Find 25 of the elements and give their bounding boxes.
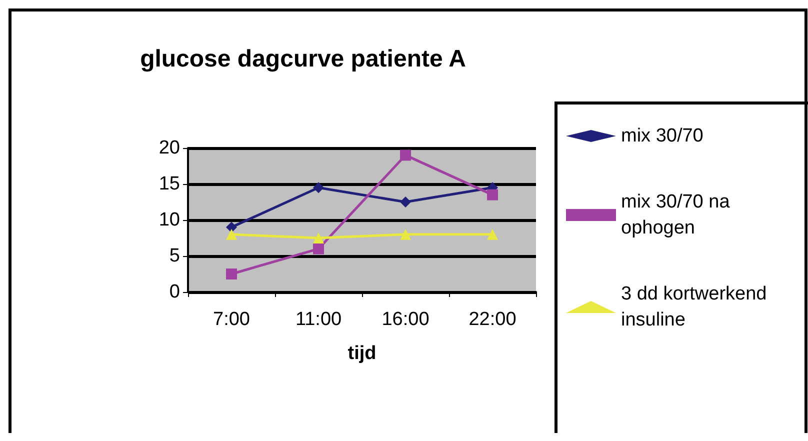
point	[226, 228, 237, 240]
legend-label: 3 dd kortwerkend insuline	[621, 284, 772, 330]
point	[400, 196, 411, 208]
legend-label: mix 30/70	[621, 126, 704, 146]
y-tick-label: 5	[169, 246, 180, 266]
point	[487, 189, 498, 200]
x-tick-label: 22:00	[468, 309, 516, 330]
point	[400, 228, 411, 240]
point	[313, 232, 324, 244]
x-tick-label: 16:00	[382, 309, 430, 330]
x-tick-label: 11:00	[295, 309, 342, 330]
y-tick-label: 10	[158, 210, 180, 230]
y-tick-label: 0	[169, 282, 180, 302]
chart-title: glucose dagcurve patiente A	[140, 46, 466, 72]
point	[226, 222, 237, 233]
point	[313, 243, 324, 254]
x-axis-title: tijd	[348, 343, 376, 364]
point	[487, 228, 498, 240]
y-tick-label: 20	[158, 138, 180, 158]
point	[313, 182, 324, 194]
x-tick-label: 7:00	[213, 309, 250, 330]
legend-label: mix 30/70 na ophogen	[621, 192, 736, 238]
point	[226, 268, 237, 280]
y-tick-label: 15	[158, 174, 180, 194]
point	[400, 150, 411, 161]
